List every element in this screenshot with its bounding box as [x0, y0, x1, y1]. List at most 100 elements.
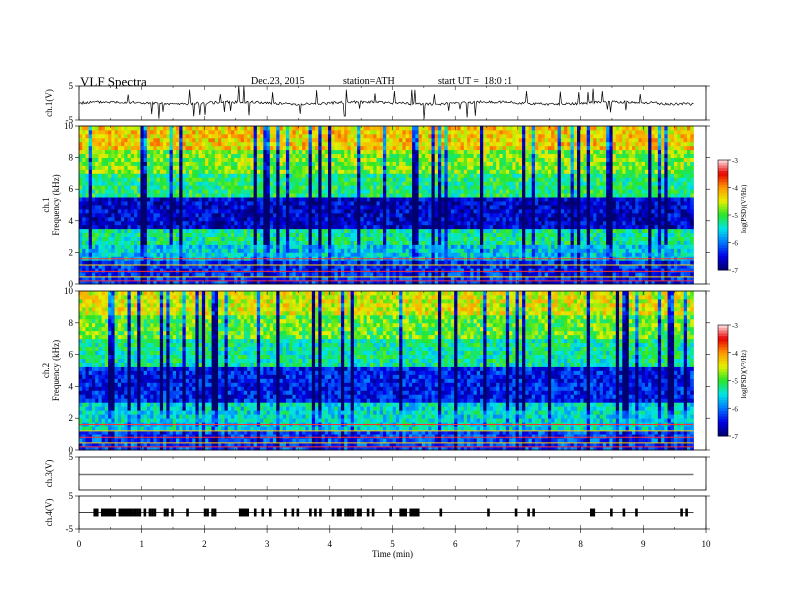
colorbar-cell — [718, 422, 728, 426]
y-tick-label: 8 — [69, 318, 74, 328]
ch4-pulse — [284, 508, 287, 517]
ch4-pulse — [203, 508, 207, 517]
colorbar-cell — [718, 184, 728, 188]
ch4-pulse — [487, 508, 490, 517]
x-tick-label: 4 — [328, 539, 333, 549]
colorbar-cell — [718, 234, 728, 238]
colorbar-cell — [718, 228, 728, 232]
y-axis-label-channel: ch.2 — [41, 363, 51, 378]
colorbar-cell — [718, 245, 728, 249]
ch4-pulse — [399, 508, 402, 517]
ch4-pulse — [339, 508, 342, 517]
x-tick-label: 8 — [578, 539, 583, 549]
colorbar-cell — [718, 377, 728, 381]
panel-frame — [78, 85, 707, 121]
colorbar-cell — [718, 193, 728, 197]
colorbar-cell — [718, 386, 728, 390]
colorbar-label: log(PSD)(V²/Hz) — [740, 184, 748, 233]
colorbar-cell — [718, 427, 728, 431]
colorbar-cell — [718, 217, 728, 221]
colorbar-tick-label: -7 — [732, 267, 738, 275]
spectrogram-ch2 — [79, 291, 694, 451]
ch4-pulse — [211, 508, 214, 517]
colorbar-tick-label: -3 — [732, 322, 738, 330]
colorbar-cell — [718, 237, 728, 241]
ch4-pulse — [241, 508, 244, 517]
ch4-pulse — [291, 508, 295, 517]
colorbar-cell — [718, 338, 728, 343]
colorbar-cell — [718, 333, 728, 337]
colorbar-cell — [718, 160, 728, 164]
y-tick-label: 5 — [69, 491, 74, 501]
ch4-pulse — [206, 508, 209, 517]
ch4-pulse — [622, 508, 626, 517]
spectrogram-ch1 — [79, 126, 694, 285]
colorbar-tick-label: -3 — [732, 157, 738, 165]
y-tick-label: 10 — [64, 121, 74, 131]
x-axis-label: Time (min) — [372, 549, 413, 559]
x-tick-label: 0 — [77, 539, 82, 549]
colorbar-cell — [718, 231, 728, 235]
ch4-pulse — [166, 508, 169, 517]
colorbar-label: log(PSD)(V²/Hz) — [740, 349, 748, 398]
colorbar-cell — [718, 402, 728, 406]
ch4-pulse — [105, 508, 109, 517]
ch4-pulse — [253, 508, 257, 517]
colorbar-cell — [718, 419, 728, 423]
y-tick-label: 2 — [69, 413, 74, 423]
colorbar-cell — [718, 372, 728, 376]
colorbar-cell — [718, 399, 728, 404]
ch4-pulse — [371, 508, 375, 517]
ch4-pulse — [331, 508, 335, 517]
colorbar-cell — [718, 242, 728, 246]
header-start-time: start UT = 18:0 :1 — [438, 76, 513, 87]
ch4-pulse — [409, 508, 413, 517]
colorbar-cell — [718, 416, 728, 420]
colorbar-cell — [718, 366, 728, 370]
y-tick-label: 5 — [69, 81, 74, 91]
ch4-pulse — [527, 508, 530, 517]
y-tick-label: 6 — [69, 350, 74, 360]
y-axis-label-channel: ch.1 — [41, 197, 51, 212]
y-tick-label: 4 — [69, 216, 74, 226]
ch4-pulse — [143, 508, 147, 517]
colorbar-cell — [718, 352, 728, 357]
ch4-pulse — [439, 508, 443, 517]
x-tick-label: 10 — [702, 539, 712, 549]
y-axis-label-frequency: Frequency (kHz) — [51, 174, 61, 235]
colorbar-cell — [718, 206, 728, 210]
panel-frame — [78, 456, 707, 491]
y-axis-label: ch.1(V) — [44, 89, 54, 117]
colorbar-cell — [718, 383, 728, 387]
colorbar-cell — [718, 327, 728, 332]
ch4-pulse — [610, 508, 613, 517]
ch4-pulse — [163, 508, 167, 517]
colorbar-cell — [718, 223, 728, 227]
ch4-pulse — [635, 508, 638, 517]
ch4-pulse — [411, 508, 415, 517]
y-tick-label: -5 — [66, 115, 74, 125]
colorbar-cell — [718, 358, 728, 362]
colorbar-cell — [718, 261, 728, 265]
colorbar-cell — [718, 187, 728, 191]
ch4-pulse — [514, 508, 518, 517]
y-axis-label: ch.3(V) — [44, 460, 54, 488]
header-title: VLF Spectra — [80, 74, 147, 89]
colorbar-cell — [718, 355, 728, 359]
x-tick-label: 6 — [453, 539, 458, 549]
colorbar-cell — [718, 397, 728, 401]
x-tick-label: 3 — [265, 539, 270, 549]
colorbar-tick-label: -4 — [732, 350, 738, 358]
x-tick-label: 1 — [139, 539, 144, 549]
ch4-pulse — [314, 508, 317, 517]
ch4-pulse — [416, 508, 420, 517]
colorbar-cell — [718, 226, 728, 230]
colorbar-cell — [718, 344, 728, 348]
ch4-pulse — [351, 508, 355, 517]
y-tick-label: 8 — [69, 153, 74, 163]
colorbar-cell — [718, 171, 728, 175]
colorbar-cell — [718, 176, 728, 180]
colorbar-tick-label: -4 — [732, 185, 738, 193]
ch4-pulse — [532, 508, 535, 517]
ch4-pulse — [133, 508, 137, 517]
